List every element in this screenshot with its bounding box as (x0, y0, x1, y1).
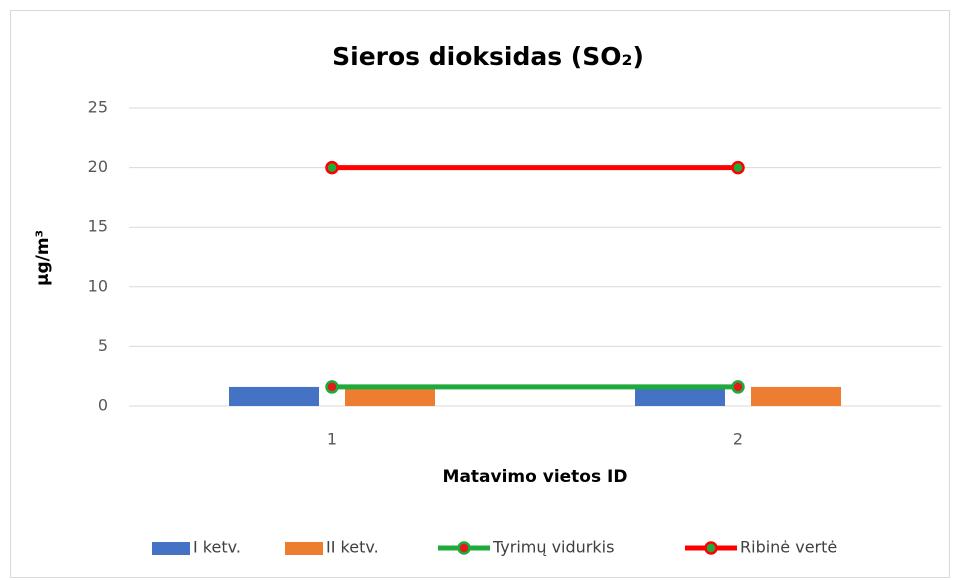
line-marker (325, 160, 339, 175)
legend-marker (704, 541, 718, 555)
line-marker (731, 160, 745, 175)
chart-title: Sieros dioksidas (SO₂) (332, 42, 644, 71)
y-tick-label: 10 (88, 276, 108, 295)
legend-swatch (152, 542, 190, 555)
legend-marker (457, 541, 471, 555)
bar (635, 386, 725, 406)
legend-label: Ribinė vertė (740, 538, 837, 557)
y-tick-label: 20 (88, 157, 108, 176)
legend-label: I ketv. (193, 538, 241, 557)
x-axis-title: Matavimo vietos ID (443, 467, 628, 487)
line-marker (731, 380, 745, 394)
y-tick-label: 25 (88, 98, 108, 117)
bar (229, 386, 319, 406)
y-tick-label: 0 (98, 396, 108, 415)
x-tick-label: 1 (327, 430, 337, 449)
bar (345, 386, 435, 406)
y-tick-label: 15 (88, 217, 108, 236)
line-marker (325, 380, 339, 394)
chart-border (10, 10, 950, 578)
legend-label: Tyrimų vidurkis (492, 538, 614, 557)
legend-swatch (285, 542, 323, 555)
legend-label: II ketv. (326, 538, 379, 557)
y-axis-title: µg/m³ (33, 230, 53, 286)
y-tick-label: 5 (98, 336, 108, 355)
bar (751, 386, 841, 406)
x-tick-label: 2 (733, 430, 743, 449)
